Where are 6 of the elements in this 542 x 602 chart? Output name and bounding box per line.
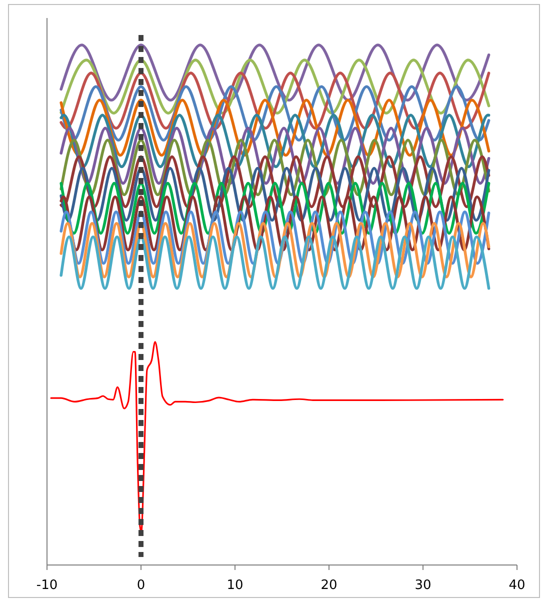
x-tick-label: 30 [414,578,432,593]
x-tick-label: 10 [226,578,244,593]
x-tick-label: 0 [136,578,146,593]
x-tick-label: 40 [508,578,526,593]
x-tick-label: -10 [36,578,58,593]
x-tick-label: 20 [320,578,338,593]
